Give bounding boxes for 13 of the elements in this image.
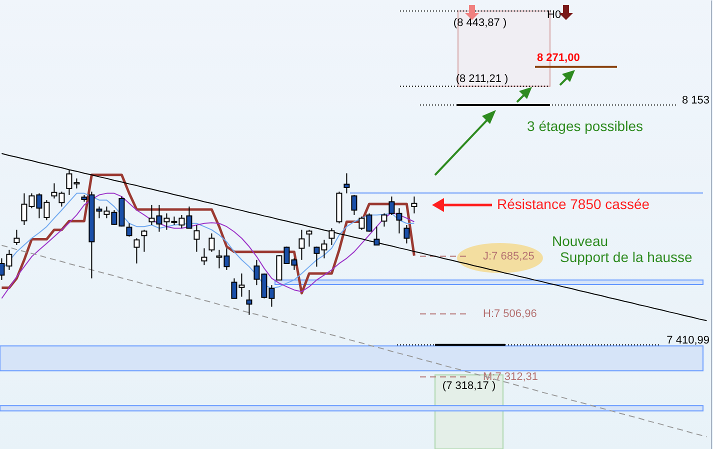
- y-tick-label: 7 410,99: [666, 334, 710, 346]
- annotation: H0: [547, 9, 562, 21]
- ref-line-label: 8 271,00: [537, 52, 580, 64]
- ref-line-label: (8 443,87 ): [453, 17, 507, 30]
- band-label: (7 318,17 ): [442, 380, 496, 392]
- ref-line-label: H:7 506,96: [483, 308, 537, 320]
- annotation: Nouveau: [552, 233, 608, 249]
- y-tick-label: 8 153: [682, 94, 710, 107]
- annotation: Résistance 7850 cassée: [497, 196, 650, 212]
- annotation: Support de la hausse: [560, 249, 693, 265]
- ref-line-label: J:7 685,25: [483, 250, 534, 262]
- annotation: 3 étages possibles: [527, 118, 643, 134]
- ref-line-label: (8 211,21 ): [456, 73, 508, 86]
